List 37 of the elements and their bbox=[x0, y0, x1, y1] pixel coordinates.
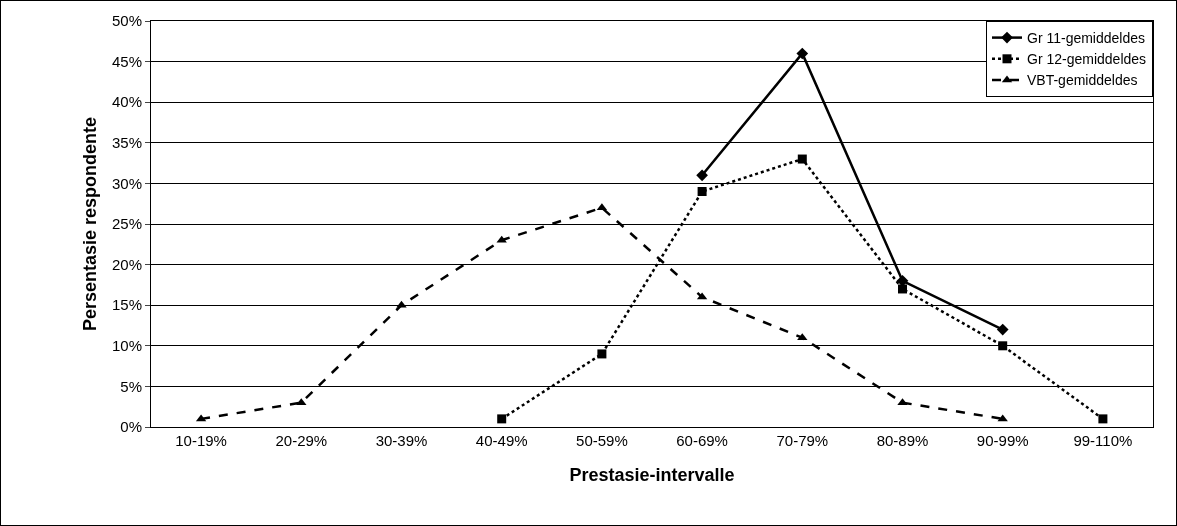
y-tick-label: 0% bbox=[120, 418, 142, 436]
x-tick-label: 10-19% bbox=[175, 432, 227, 449]
x-tick-label: 20-29% bbox=[275, 432, 328, 449]
legend-label: Gr 11-gemiddeldes bbox=[1027, 30, 1146, 47]
legend-label: Gr 12-gemiddeldes bbox=[1027, 51, 1147, 68]
y-tick-label: 45% bbox=[111, 52, 142, 70]
point bbox=[997, 414, 1008, 422]
y-tick-label: 35% bbox=[111, 134, 142, 152]
y-tick-label: 40% bbox=[111, 93, 142, 111]
point bbox=[697, 187, 707, 197]
point bbox=[597, 349, 607, 359]
y-tick-label: 10% bbox=[111, 337, 142, 355]
point bbox=[796, 47, 809, 60]
x-tick-label: 70-79% bbox=[776, 432, 829, 449]
x-axis-title: Prestasie-intervalle bbox=[569, 465, 735, 486]
x-tick-label: 30-39% bbox=[375, 432, 428, 449]
y-axis-title: Persentasie respondente bbox=[80, 116, 101, 332]
point bbox=[797, 154, 807, 164]
y-tick-label: 20% bbox=[111, 255, 142, 273]
point bbox=[696, 169, 708, 182]
x-tick-label: 50-59% bbox=[576, 432, 628, 449]
x-tick-label: 60-69% bbox=[676, 432, 728, 449]
x-tick-label: 40-49% bbox=[475, 432, 528, 449]
x-tick-label: 90-99% bbox=[976, 432, 1029, 449]
x-tick-label: 99-110% bbox=[1073, 432, 1133, 449]
point bbox=[497, 414, 507, 424]
y-tick-label: 30% bbox=[111, 174, 142, 192]
point bbox=[998, 341, 1008, 351]
x-tick-label: 80-89% bbox=[876, 432, 929, 449]
y-tick-label: 50% bbox=[111, 12, 142, 30]
point bbox=[996, 323, 1009, 336]
legend-label: VBT-gemiddeldes bbox=[1027, 72, 1138, 89]
point bbox=[898, 284, 907, 294]
y-tick-label: 25% bbox=[111, 215, 142, 233]
y-tick-label: 5% bbox=[120, 377, 142, 395]
y-tick-label: 15% bbox=[111, 296, 142, 314]
point bbox=[1098, 414, 1108, 424]
